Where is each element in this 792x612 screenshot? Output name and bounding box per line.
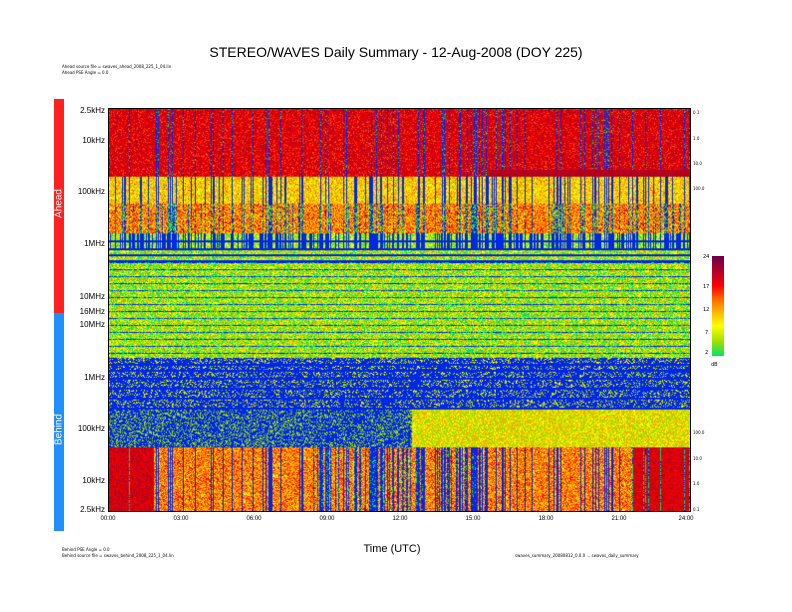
colorbar	[712, 256, 724, 356]
xtick: 18:00	[538, 516, 554, 522]
behind-ytick: 10MHz	[79, 320, 105, 329]
ahead-ytick: 1MHz	[84, 239, 105, 248]
ahead-right-tick: 0.1	[693, 110, 700, 115]
ahead-bar	[54, 99, 64, 313]
colorbar-tick: 17	[703, 284, 710, 290]
behind-ytick: 2.5kHz	[80, 505, 105, 514]
behind-ytick: 100kHz	[77, 424, 105, 433]
footer-text: swaves_summary_20080812_0.0.0 ... swaves…	[515, 553, 639, 558]
ahead-ytick: 10kHz	[82, 136, 105, 145]
xtick: 00:00	[100, 516, 116, 522]
colorbar-tick: 7	[705, 330, 709, 336]
xtick: 09:00	[319, 516, 335, 522]
ahead-source-file: Ahead source file = swaves_ahead_2008_22…	[62, 64, 172, 69]
ahead-ytick: 10MHz	[79, 292, 105, 301]
colorbar-tick: 12	[703, 307, 710, 313]
ahead-ytick: 100kHz	[77, 187, 105, 196]
colorbar-unit: dB	[711, 362, 718, 368]
behind-pse-angle: Behind PSE Angle = 0.0	[62, 547, 110, 552]
behind-source-file: Behind source file = swaves_behind_2008_…	[62, 553, 174, 558]
behind-right-tick: 100.0	[693, 430, 705, 435]
xtick: 12:00	[392, 516, 408, 522]
x-axis-label: Time (UTC)	[363, 543, 421, 555]
ahead-right-tick: 100.0	[693, 186, 705, 191]
behind-bar	[54, 313, 64, 531]
ahead-ytick: 2.5kHz	[80, 106, 105, 115]
xtick: 03:00	[173, 516, 189, 522]
xtick: 21:00	[611, 516, 627, 522]
ahead-label: Ahead	[53, 189, 65, 218]
ahead-pse-angle: Ahead PSE Angle = 0.0	[62, 70, 109, 75]
colorbar-tick: 24	[703, 254, 710, 260]
behind-ytick: 10kHz	[82, 476, 105, 485]
xtick: 24:00	[678, 516, 694, 522]
colorbar-tick: 2	[705, 350, 709, 356]
xtick: 06:00	[246, 516, 262, 522]
behind-right-tick: 1.0	[693, 481, 700, 486]
behind-right-tick: 10.0	[693, 456, 702, 461]
ahead-ytick: 16MHz	[79, 307, 105, 316]
ahead-right-tick: 10.0	[693, 161, 702, 166]
xtick: 15:00	[465, 516, 481, 522]
ahead-right-tick: 1.0	[693, 136, 700, 141]
behind-right-tick: 0.1	[693, 507, 700, 512]
chart-title: STEREO/WAVES Daily Summary - 12-Aug-2008…	[209, 44, 583, 60]
spectrogram-heatmap	[108, 108, 691, 512]
behind-ytick: 1MHz	[84, 373, 105, 382]
